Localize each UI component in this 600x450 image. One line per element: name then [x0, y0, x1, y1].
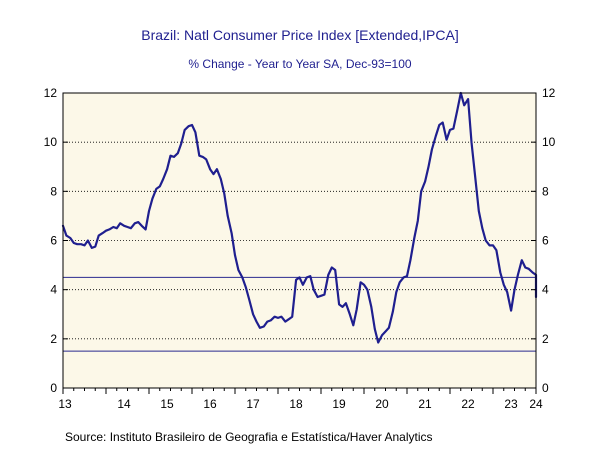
y-tick-label-left: 6	[50, 234, 57, 248]
x-tick-label: 15	[160, 397, 174, 411]
y-tick-label-right: 0	[542, 381, 549, 395]
x-tick-label: 13	[58, 397, 72, 411]
y-tick-label-right: 10	[542, 135, 556, 149]
x-tick-label: 22	[461, 397, 475, 411]
y-tick-label-right: 4	[542, 283, 549, 297]
chart-subtitle: % Change - Year to Year SA, Dec-93=100	[188, 57, 411, 71]
y-tick-label-left: 2	[50, 332, 57, 346]
y-tick-label-left: 8	[50, 184, 57, 198]
y-tick-label-left: 0	[50, 381, 57, 395]
x-tick-label: 16	[203, 397, 217, 411]
series-line-cpi	[61, 91, 538, 344]
y-tick-label-right: 12	[542, 86, 556, 100]
y-tick-label-right: 2	[542, 332, 549, 346]
x-tick-label: 23	[504, 397, 518, 411]
x-tick-label: 18	[289, 397, 303, 411]
x-tick-label: 19	[332, 397, 346, 411]
y-tick-label-right: 8	[542, 184, 549, 198]
x-tick-label: 14	[117, 397, 131, 411]
y-tick-label-right: 6	[542, 234, 549, 248]
y-tick-label-left: 12	[44, 86, 58, 100]
x-tick-label: 21	[418, 397, 432, 411]
x-tick-label: 17	[246, 397, 260, 411]
grid-layer	[63, 141, 536, 340]
y-tick-label-left: 10	[44, 135, 58, 149]
chart-source: Source: Instituto Brasileiro de Geografi…	[65, 430, 433, 444]
chart-title: Brazil: Natl Consumer Price Index [Exten…	[141, 27, 458, 43]
x-tick-label: 24	[529, 397, 543, 411]
x-tick-label: 20	[375, 397, 389, 411]
y-tick-label-left: 4	[50, 283, 57, 297]
